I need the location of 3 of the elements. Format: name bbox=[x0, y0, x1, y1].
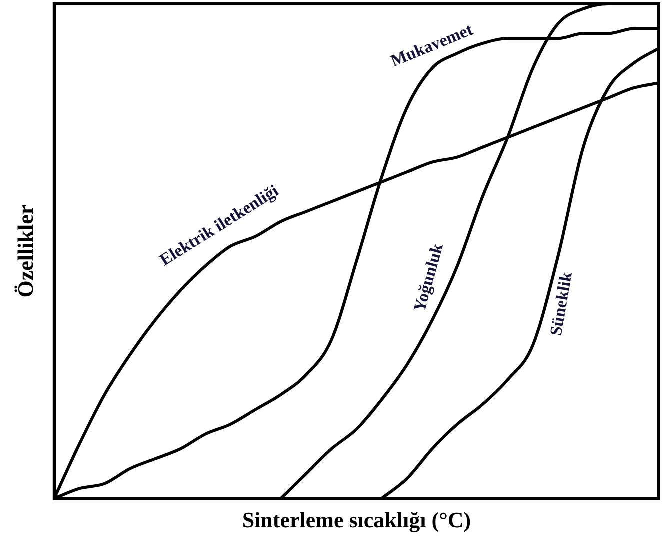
x-axis-title: Sinterleme sıcaklığı (°C) bbox=[242, 507, 472, 532]
y-axis-title: Özellikler bbox=[12, 204, 38, 298]
text: Süneklik bbox=[546, 270, 576, 338]
